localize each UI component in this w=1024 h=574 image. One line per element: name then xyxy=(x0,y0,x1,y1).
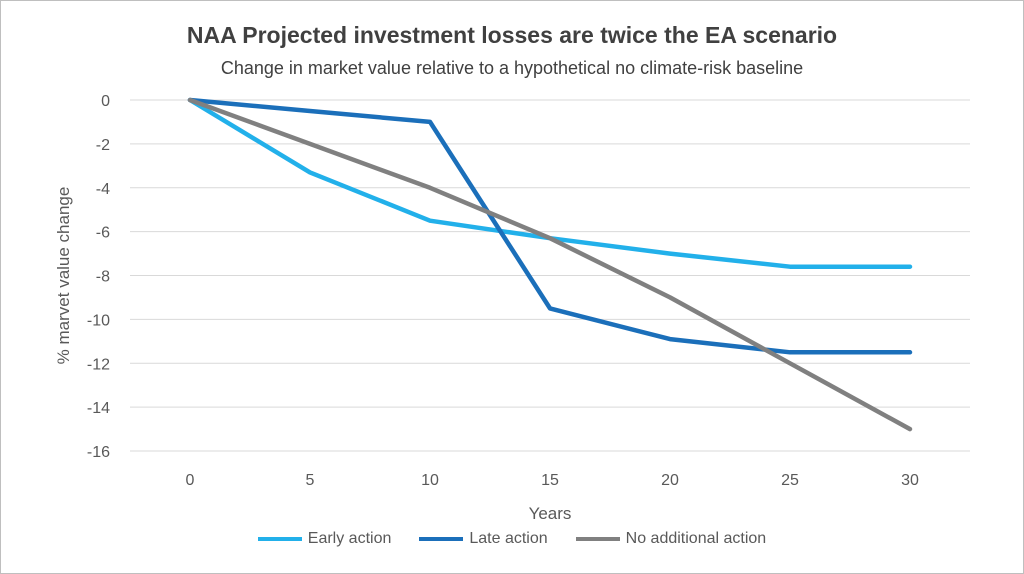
x-tick-label: 15 xyxy=(541,472,559,489)
y-tick-label: -16 xyxy=(87,444,110,461)
legend-swatch xyxy=(257,537,302,541)
legend-swatch xyxy=(419,537,464,541)
legend-item: Early action xyxy=(257,530,392,548)
y-tick-label: -4 xyxy=(96,181,110,198)
y-tick-label: -10 xyxy=(87,312,110,329)
x-tick-label: 0 xyxy=(186,472,195,489)
x-tick-label: 25 xyxy=(781,472,799,489)
gridlines xyxy=(130,99,970,452)
legend-label: No additional action xyxy=(625,530,767,547)
y-tick-label: -2 xyxy=(96,137,110,154)
series-line-no-additional-action xyxy=(187,97,913,432)
legend: Early action Late action No additional act… xyxy=(0,528,1024,550)
y-tick-label: -14 xyxy=(87,400,110,417)
legend-label: Early action xyxy=(307,530,392,547)
y-axis-title: % marvet value change xyxy=(54,187,73,365)
chart-subtitle: Change in market value relative to a hyp… xyxy=(220,58,804,78)
x-axis-title: Years xyxy=(529,504,572,523)
chart-title: NAA Projected investment losses are twic… xyxy=(186,22,838,48)
legend-item: Late action xyxy=(419,530,548,548)
x-tick-label: 30 xyxy=(901,472,919,489)
y-axis-ticks: 0 -2 -4 -6 -8 -10 -12 -14 -16 xyxy=(87,93,110,461)
series-line-late-action xyxy=(187,97,913,355)
legend-label: Late action xyxy=(469,530,548,547)
x-tick-label: 10 xyxy=(421,472,439,489)
x-axis-ticks: 0 5 10 15 20 25 30 xyxy=(186,472,919,489)
series-lines xyxy=(187,97,913,432)
series-line-early-action xyxy=(187,97,913,269)
legend-swatch xyxy=(575,537,620,541)
x-tick-label: 20 xyxy=(661,472,679,489)
y-tick-label: 0 xyxy=(101,93,110,110)
legend-item: No additional action xyxy=(575,530,767,548)
y-tick-label: -6 xyxy=(96,225,110,242)
x-tick-label: 5 xyxy=(306,472,315,489)
y-tick-label: -8 xyxy=(96,269,110,286)
y-tick-label: -12 xyxy=(87,356,110,373)
